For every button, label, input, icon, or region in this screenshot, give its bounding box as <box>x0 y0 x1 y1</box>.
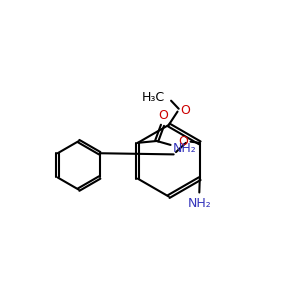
Text: O: O <box>180 104 190 117</box>
Text: NH₂: NH₂ <box>188 197 211 210</box>
Text: O: O <box>158 109 168 122</box>
Text: H₃C: H₃C <box>142 91 165 104</box>
Text: O: O <box>178 135 188 148</box>
Text: NH₂: NH₂ <box>173 142 196 155</box>
